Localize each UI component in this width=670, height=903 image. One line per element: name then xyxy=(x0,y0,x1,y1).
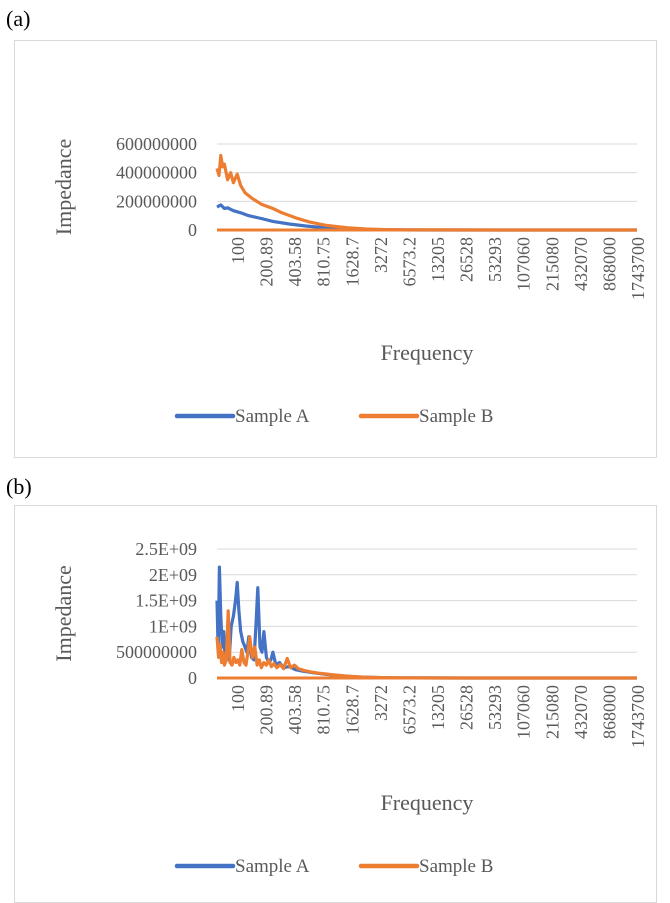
y-tick-label: 1E+09 xyxy=(149,616,197,636)
x-tick-label: 13205 xyxy=(428,237,448,282)
x-tick-label: 3272 xyxy=(371,237,391,273)
legend-label-a: Sample A xyxy=(235,406,310,427)
x-axis-title: Frequency xyxy=(381,340,474,365)
x-tick-label: 1628.7 xyxy=(342,237,362,287)
x-tick-label: 403.58 xyxy=(285,685,305,735)
chart-a: 0 200000000 400000000 600000000 100 200.89 403… xyxy=(51,134,648,427)
x-tick-label: 6573.2 xyxy=(399,685,419,735)
x-tick-label: 26528 xyxy=(457,237,477,282)
x-tick-label: 215080 xyxy=(542,685,562,739)
x-tick-label: 6573.2 xyxy=(399,237,419,287)
x-tick-label: 1628.7 xyxy=(342,685,362,735)
y-tick-label: 500000000 xyxy=(116,642,197,662)
y-axis-title: Impedance xyxy=(51,139,76,236)
chart-b-frame: 0 500000000 1E+09 1.5E+09 2E+09 2.5E+09 100 200… xyxy=(14,505,657,903)
panel-label-a: (a) xyxy=(6,6,31,31)
x-tick-label: 200.89 xyxy=(257,237,277,287)
x-tick-label: 810.75 xyxy=(314,237,334,287)
x-tick-label: 100 xyxy=(228,237,248,264)
x-tick-label: 1743700 xyxy=(628,237,648,300)
x-tick-label: 13205 xyxy=(428,685,448,730)
series-line-b xyxy=(215,153,637,232)
legend-label-b: Sample B xyxy=(419,406,493,427)
y-axis-title: Impedance xyxy=(51,565,76,662)
panel-label-b: (b) xyxy=(6,474,32,499)
y-tick-label: 1.5E+09 xyxy=(135,591,197,611)
y-tick-label: 0 xyxy=(188,668,197,688)
y-tick-label: 400000000 xyxy=(116,163,197,183)
series-line-b xyxy=(215,609,637,680)
chart-a-frame: 0 200000000 400000000 600000000 100 200.89 403… xyxy=(14,40,657,458)
x-tick-label: 100 xyxy=(228,685,248,712)
y-tick-label: 0 xyxy=(188,220,197,240)
legend-label-a: Sample A xyxy=(235,856,310,877)
x-tick-label: 1743700 xyxy=(628,685,648,748)
x-tick-label: 107060 xyxy=(514,237,534,291)
x-tick-label: 3272 xyxy=(371,685,391,721)
x-tick-label: 432070 xyxy=(571,237,591,291)
y-tick-label: 200000000 xyxy=(116,191,197,211)
x-axis-title: Frequency xyxy=(381,790,474,815)
x-tick-label: 53293 xyxy=(485,237,505,282)
x-tick-label: 868000 xyxy=(599,237,619,291)
y-tick-label: 2.5E+09 xyxy=(135,539,197,559)
x-tick-label: 200.89 xyxy=(257,685,277,735)
x-tick-label: 403.58 xyxy=(285,237,305,287)
x-tick-label: 26528 xyxy=(457,685,477,730)
series-line-a xyxy=(216,203,637,232)
x-tick-label: 810.75 xyxy=(314,685,334,735)
y-tick-label: 600000000 xyxy=(116,134,197,154)
legend-label-b: Sample B xyxy=(419,856,493,877)
x-tick-label: 215080 xyxy=(542,237,562,291)
series-line-a xyxy=(215,565,637,680)
y-tick-label: 2E+09 xyxy=(149,565,197,585)
x-tick-label: 107060 xyxy=(514,685,534,739)
x-tick-label: 868000 xyxy=(599,685,619,739)
x-tick-label: 432070 xyxy=(571,685,591,739)
x-tick-label: 53293 xyxy=(485,685,505,730)
chart-b: 0 500000000 1E+09 1.5E+09 2E+09 2.5E+09 100 200… xyxy=(51,539,648,877)
